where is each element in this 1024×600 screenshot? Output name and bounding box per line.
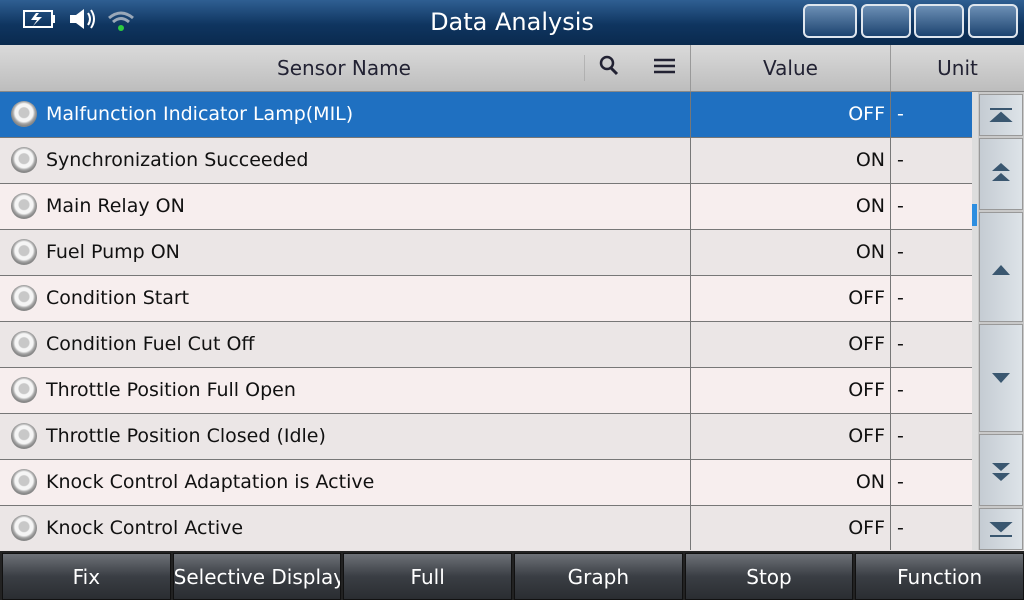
- page-title: Data Analysis: [430, 8, 594, 36]
- sensor-unit: -: [890, 138, 972, 183]
- page-down-button[interactable]: [979, 434, 1023, 506]
- row-indicator: [11, 193, 37, 219]
- sensor-name: Malfunction Indicator Lamp(MIL): [46, 103, 354, 125]
- line-up-button[interactable]: [979, 212, 1023, 322]
- sensor-value: ON: [690, 138, 885, 183]
- toolbar-button[interactable]: Full: [343, 553, 512, 600]
- sensor-name: Synchronization Succeeded: [46, 149, 309, 171]
- scroll-track: [972, 92, 978, 550]
- toolbar-button[interactable]: Selective Display: [172, 553, 342, 600]
- column-header: Sensor Name Value Unit: [0, 45, 1024, 92]
- row-indicator: [11, 377, 37, 403]
- row-indicator: [11, 239, 37, 265]
- sensor-unit: -: [890, 92, 972, 137]
- sensor-unit: -: [890, 184, 972, 229]
- sensor-row[interactable]: Malfunction Indicator Lamp(MIL) OFF -: [0, 92, 972, 138]
- sensor-row[interactable]: Main Relay ON ON -: [0, 184, 972, 230]
- row-indicator: [11, 423, 37, 449]
- search-icon[interactable]: [599, 55, 615, 71]
- sensor-name: Throttle Position Closed (Idle): [46, 425, 326, 447]
- toolbar-button[interactable]: Stop: [684, 553, 854, 600]
- sensor-unit: -: [890, 276, 972, 321]
- column-header-cell: Sensor Name: [0, 45, 690, 91]
- sensor-name: Condition Start: [46, 287, 190, 309]
- sensor-name: Knock Control Adaptation is Active: [46, 471, 375, 493]
- row-indicator: [11, 469, 37, 495]
- sensor-unit: -: [890, 460, 972, 505]
- column-title: Unit: [890, 45, 1024, 91]
- scroll-thumb: [972, 204, 977, 226]
- vehicle-info-button[interactable]: [803, 4, 857, 38]
- sensor-value: OFF: [690, 276, 885, 321]
- sensor-row[interactable]: Condition Start OFF -: [0, 276, 972, 322]
- header-tools: [584, 55, 675, 81]
- row-indicator: [11, 101, 37, 127]
- sensor-row[interactable]: Knock Control Adaptation is Active ON -: [0, 460, 972, 506]
- scroll-top-button[interactable]: [979, 94, 1023, 136]
- scroll-buttons: [978, 92, 1024, 550]
- sensor-value: OFF: [690, 506, 885, 550]
- sensor-unit: -: [890, 322, 972, 367]
- toolbar-button[interactable]: Function: [855, 553, 1024, 600]
- column-title: Sensor Name: [277, 56, 411, 80]
- back-button[interactable]: [914, 4, 964, 38]
- home-button[interactable]: [968, 4, 1018, 38]
- sensor-row[interactable]: Fuel Pump ON ON -: [0, 230, 972, 276]
- sensor-name: Condition Fuel Cut Off: [46, 333, 255, 355]
- line-down-button[interactable]: [979, 324, 1023, 432]
- row-indicator: [11, 147, 37, 173]
- column-title: Value: [690, 45, 890, 91]
- title-bar: Data Analysis: [0, 0, 1024, 45]
- sensor-value: ON: [690, 184, 885, 229]
- row-indicator: [11, 285, 37, 311]
- sensor-list: Malfunction Indicator Lamp(MIL) OFF - Synch…: [0, 92, 972, 550]
- sensor-name: Main Relay ON: [46, 195, 185, 217]
- sensor-value: ON: [690, 230, 885, 275]
- sensor-value: OFF: [690, 368, 885, 413]
- toolbar: Fix Selective Display Full Graph Stop Functio…: [0, 551, 1024, 600]
- sensor-value: ON: [690, 460, 885, 505]
- sensor-unit: -: [890, 230, 972, 275]
- toolbar-button[interactable]: Graph: [514, 553, 683, 600]
- sensor-name: Knock Control Active: [46, 517, 244, 539]
- sensor-name: Fuel Pump ON: [46, 241, 180, 263]
- sensor-value: OFF: [690, 92, 885, 137]
- scroll-bottom-button[interactable]: [979, 508, 1023, 550]
- sensor-row[interactable]: Synchronization Succeeded ON -: [0, 138, 972, 184]
- page-up-button[interactable]: [979, 138, 1023, 210]
- row-indicator: [11, 331, 37, 357]
- sensor-row[interactable]: Throttle Position Full Open OFF -: [0, 368, 972, 414]
- sensor-name: Throttle Position Full Open: [46, 379, 296, 401]
- sensor-value: OFF: [690, 414, 885, 459]
- sensor-unit: -: [890, 368, 972, 413]
- toolbar-button[interactable]: Fix: [2, 553, 171, 600]
- sensor-value: OFF: [690, 322, 885, 367]
- sensor-row[interactable]: Throttle Position Closed (Idle) OFF -: [0, 414, 972, 460]
- menu-icon[interactable]: [654, 58, 675, 74]
- report-button[interactable]: [861, 4, 911, 38]
- row-indicator: [11, 515, 37, 541]
- sensor-row[interactable]: Knock Control Active OFF -: [0, 506, 972, 550]
- sensor-row[interactable]: Condition Fuel Cut Off OFF -: [0, 322, 972, 368]
- sensor-unit: -: [890, 414, 972, 459]
- status-icons: [23, 9, 134, 31]
- sensor-unit: -: [890, 506, 972, 550]
